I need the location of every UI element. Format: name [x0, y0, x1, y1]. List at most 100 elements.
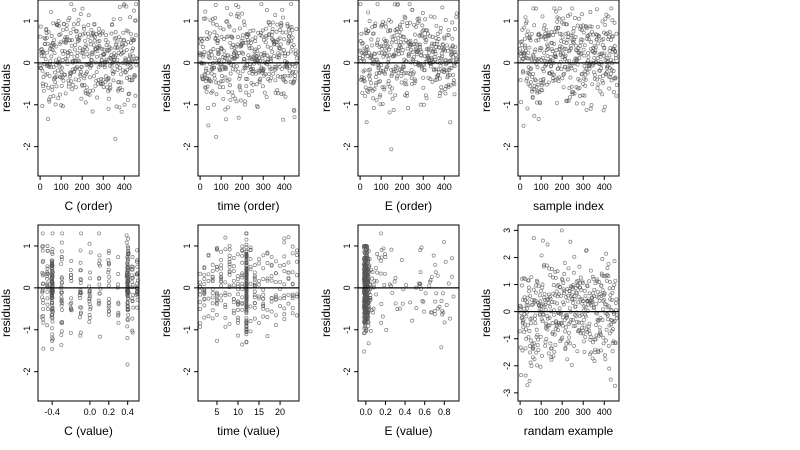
- data-point: [560, 315, 565, 320]
- data-point: [577, 85, 582, 90]
- data-point: [548, 58, 553, 63]
- data-point: [200, 39, 204, 43]
- y-tick-label: -1: [182, 101, 192, 109]
- data-point: [86, 23, 91, 27]
- data-point: [410, 7, 415, 12]
- data-point: [269, 75, 274, 80]
- data-point: [528, 360, 533, 365]
- data-point: [404, 283, 409, 288]
- data-points: [518, 228, 619, 388]
- data-point: [391, 108, 396, 112]
- data-point: [202, 272, 207, 277]
- data-point: [290, 311, 295, 316]
- data-point: [252, 277, 257, 282]
- data-point: [598, 316, 603, 320]
- x-tick-label: 0.2: [379, 407, 392, 417]
- data-point: [88, 270, 93, 275]
- data-point: [542, 291, 547, 296]
- data-point: [528, 80, 533, 85]
- data-point: [246, 37, 251, 42]
- data-points: [38, 2, 139, 141]
- data-point: [122, 2, 127, 7]
- data-point: [418, 281, 423, 286]
- data-point: [82, 76, 87, 81]
- data-point: [91, 50, 96, 55]
- data-point: [252, 316, 257, 321]
- data-point: [364, 288, 369, 293]
- data-point: [386, 81, 391, 86]
- data-point: [594, 7, 599, 12]
- data-point: [277, 64, 282, 69]
- data-point: [534, 6, 538, 11]
- data-point: [557, 47, 562, 52]
- data-point: [69, 296, 74, 301]
- x-tick-label: 200: [555, 182, 570, 192]
- data-point: [241, 40, 246, 45]
- data-point: [203, 9, 208, 14]
- data-point: [45, 71, 50, 76]
- data-point: [541, 312, 546, 317]
- data-point: [130, 293, 135, 297]
- data-point: [236, 252, 240, 257]
- data-point: [529, 31, 534, 36]
- data-point: [241, 19, 246, 24]
- x-tick-label: 0.6: [418, 407, 431, 417]
- data-point: [543, 343, 548, 348]
- data-point: [258, 77, 263, 81]
- data-point: [576, 320, 581, 325]
- data-point: [389, 67, 394, 72]
- data-point: [362, 245, 366, 250]
- data-point: [116, 320, 121, 325]
- data-point: [244, 340, 249, 345]
- data-point: [104, 57, 109, 62]
- data-point: [214, 92, 219, 97]
- data-point: [540, 238, 545, 243]
- data-point: [88, 305, 93, 309]
- data-point: [261, 253, 266, 258]
- data-point: [126, 92, 131, 97]
- data-point: [539, 253, 544, 258]
- data-point: [557, 6, 562, 11]
- data-point: [126, 295, 131, 300]
- data-point: [600, 318, 605, 322]
- data-point: [563, 64, 568, 69]
- data-point: [44, 31, 49, 35]
- data-point: [435, 273, 440, 278]
- data-point: [604, 251, 609, 256]
- data-point: [100, 47, 105, 52]
- data-point: [240, 281, 245, 286]
- data-point: [453, 53, 458, 58]
- data-point: [100, 29, 105, 34]
- data-point: [244, 299, 249, 304]
- data-point: [126, 272, 131, 277]
- x-tick-label: 300: [416, 182, 431, 192]
- data-point: [556, 75, 561, 80]
- data-point: [50, 258, 55, 263]
- x-tick-label: 300: [576, 182, 591, 192]
- data-point: [594, 277, 599, 282]
- data-point: [77, 315, 82, 320]
- data-point: [414, 52, 419, 57]
- data-point: [285, 64, 290, 69]
- data-point: [372, 87, 377, 92]
- data-point: [79, 64, 84, 69]
- data-point: [258, 30, 263, 35]
- data-point: [219, 293, 224, 298]
- data-point: [535, 89, 540, 94]
- data-point: [614, 56, 618, 61]
- data-point: [116, 88, 120, 93]
- data-point: [118, 86, 123, 90]
- data-point: [59, 83, 64, 88]
- data-point: [210, 262, 215, 267]
- data-point: [551, 312, 556, 317]
- data-point: [279, 92, 284, 97]
- data-point: [69, 2, 74, 7]
- data-point: [200, 54, 205, 59]
- data-points: [518, 6, 619, 128]
- data-point: [403, 93, 408, 98]
- data-point: [547, 295, 552, 299]
- data-point: [97, 258, 102, 263]
- data-point: [212, 56, 217, 61]
- data-point: [84, 85, 89, 90]
- data-point: [61, 27, 66, 32]
